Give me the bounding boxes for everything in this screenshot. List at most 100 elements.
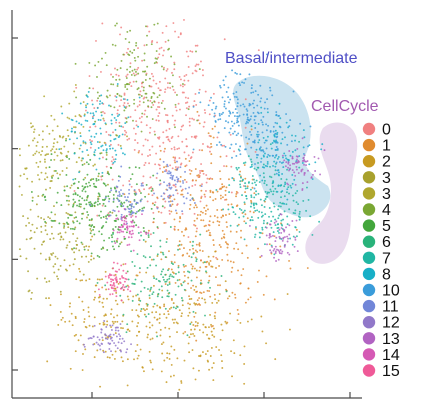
point-10 [250, 133, 253, 136]
point-1 [173, 228, 176, 231]
point-7 [262, 214, 264, 217]
point-3 [111, 211, 114, 214]
point-1 [306, 267, 309, 269]
point-8 [273, 139, 275, 142]
point-7 [273, 253, 276, 256]
point-13 [274, 250, 277, 253]
point-7 [292, 212, 295, 214]
point-3 [67, 226, 70, 229]
point-10 [267, 124, 270, 127]
point-3 [45, 153, 48, 156]
point-11 [131, 212, 134, 215]
point-2 [88, 278, 91, 281]
point-8 [78, 122, 81, 125]
point-2 [170, 306, 173, 309]
point-7 [259, 198, 262, 201]
point-3 [78, 249, 81, 252]
point-8 [108, 104, 110, 107]
point-5 [92, 228, 95, 231]
point-0 [188, 124, 191, 127]
point-7 [264, 198, 267, 200]
point-7 [270, 226, 273, 229]
point-2 [60, 318, 63, 321]
point-8 [100, 114, 103, 117]
point-2 [246, 320, 249, 323]
point-8 [93, 135, 96, 138]
point-2 [194, 303, 197, 306]
point-13 [313, 155, 316, 158]
point-4 [161, 65, 163, 68]
point-4 [127, 53, 130, 56]
point-1 [233, 247, 236, 250]
point-0 [130, 185, 133, 188]
point-6 [168, 275, 171, 278]
point-3 [43, 277, 46, 280]
point-12 [110, 350, 112, 353]
point-0 [101, 110, 104, 113]
point-0 [176, 192, 179, 195]
point-5 [101, 175, 104, 177]
point-15 [108, 273, 111, 276]
point-2 [228, 295, 231, 298]
point-0 [166, 119, 169, 122]
point-0 [147, 155, 149, 157]
point-2 [221, 329, 224, 332]
point-1 [226, 253, 229, 256]
point-0 [111, 156, 114, 159]
point-0 [169, 87, 172, 89]
point-1 [196, 213, 199, 216]
point-6 [190, 279, 193, 282]
point-2 [163, 359, 166, 362]
point-5 [86, 185, 89, 188]
point-12 [103, 320, 106, 322]
point-8 [113, 138, 116, 141]
point-3 [86, 216, 88, 219]
point-12 [115, 335, 118, 338]
point-13 [306, 181, 309, 184]
point-4 [148, 84, 151, 87]
point-1 [235, 195, 238, 198]
point-1 [230, 270, 233, 273]
point-15 [115, 289, 117, 292]
point-0 [133, 148, 136, 151]
point-13 [266, 243, 268, 246]
point-13 [275, 220, 278, 223]
point-8 [281, 190, 284, 192]
point-2 [180, 381, 183, 384]
point-5 [95, 179, 98, 182]
point-1 [198, 302, 201, 305]
point-1 [231, 266, 234, 269]
point-8 [85, 94, 88, 97]
point-3 [68, 117, 71, 120]
point-5 [93, 204, 96, 207]
point-6 [190, 256, 193, 259]
point-3 [60, 147, 63, 150]
point-10 [289, 119, 292, 122]
point-1 [188, 208, 191, 210]
point-7 [295, 201, 298, 204]
point-1 [262, 293, 265, 296]
point-6 [205, 270, 207, 273]
point-0 [164, 221, 167, 224]
point-5 [51, 176, 53, 179]
point-0 [189, 157, 192, 160]
point-12 [120, 342, 123, 345]
point-1 [246, 217, 249, 220]
point-3 [44, 224, 47, 227]
point-2 [181, 312, 183, 315]
point-1 [189, 241, 192, 243]
point-5 [140, 192, 142, 194]
point-5 [71, 227, 74, 230]
point-0 [146, 139, 149, 142]
point-8 [282, 156, 284, 159]
point-0 [131, 214, 134, 217]
point-3 [49, 238, 52, 241]
point-0 [204, 190, 207, 192]
point-15 [106, 281, 109, 284]
legend-label-5-6: 5 [382, 218, 391, 235]
point-12 [110, 336, 113, 339]
point-3 [38, 134, 41, 136]
point-13 [289, 167, 292, 170]
point-7 [255, 190, 258, 193]
point-0 [125, 131, 128, 134]
